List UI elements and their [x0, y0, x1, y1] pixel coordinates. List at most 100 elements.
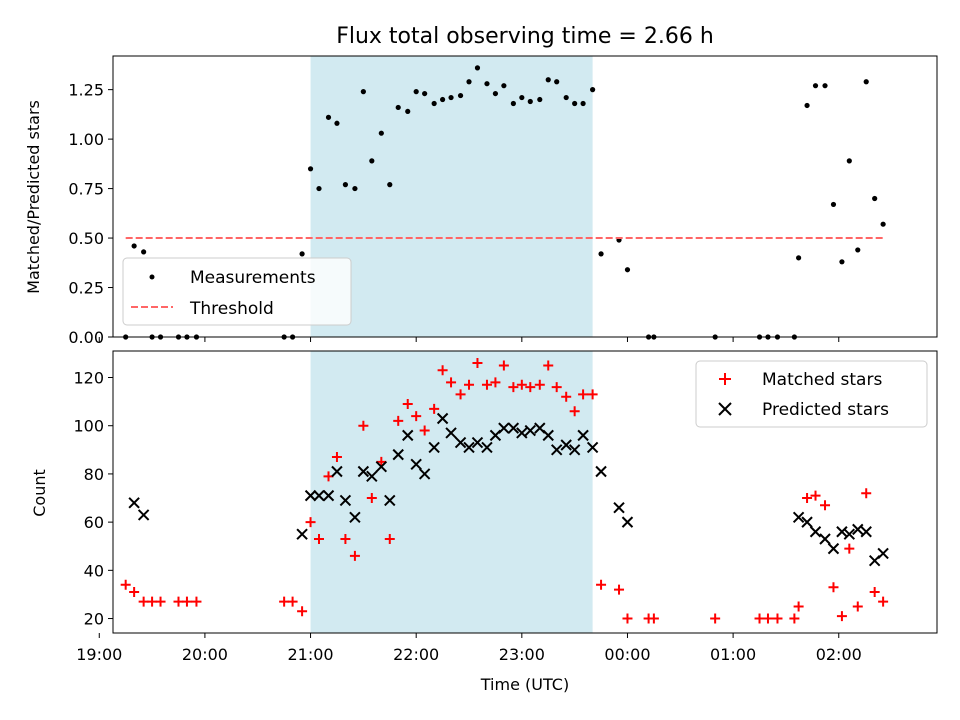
top-y-axis-label: Matched/Predicted stars: [24, 100, 43, 294]
matched-star-point: [331, 452, 342, 463]
matched-star-point: [366, 493, 377, 504]
predicted-star-point: [445, 427, 457, 439]
matched-star-point: [516, 379, 527, 390]
matched-star-point: [772, 613, 783, 624]
predicted-star-point: [621, 516, 634, 528]
predicted-star-point: [827, 542, 840, 555]
matched-star-point: [419, 425, 430, 436]
measurement-point: [624, 267, 631, 273]
matched-star-point: [543, 360, 554, 371]
measurement-point: [510, 100, 516, 107]
matched-star-point: [147, 596, 158, 607]
predicted-star-point: [410, 458, 422, 470]
measurement-point: [863, 79, 869, 85]
measurement-point: [466, 79, 472, 85]
top-axes-frame: [112, 55, 938, 338]
matched-star-point: [793, 601, 804, 612]
measurement-point: [422, 90, 428, 97]
bottom-y-tick-label: 20: [84, 610, 104, 629]
matched-star-point: [836, 611, 847, 622]
predicted-star-point: [577, 429, 589, 442]
predicted-star-point: [357, 465, 370, 478]
measurement-point: [501, 83, 507, 89]
predicted-star-point: [877, 547, 889, 560]
predicted-star-point: [322, 489, 335, 502]
legend-matched-marker: [719, 373, 731, 385]
matched-star-point: [551, 382, 562, 393]
bottom-x-tick-label: 23:00: [499, 645, 545, 664]
matched-star-point: [429, 403, 440, 414]
measurement-point: [545, 77, 551, 83]
legend-measurements-label: Measurements: [190, 268, 316, 288]
top-y-tick-label: 1.25: [68, 81, 104, 100]
predicted-star-point: [595, 465, 607, 478]
measurement-point: [590, 87, 596, 93]
predicted-star-point: [296, 528, 308, 540]
matched-star-point: [534, 379, 545, 390]
predicted-star-point: [542, 429, 554, 442]
matched-star-point: [810, 490, 821, 501]
predicted-star-point: [568, 444, 581, 456]
measurement-point: [307, 166, 314, 172]
matched-star-point: [455, 389, 466, 400]
measurement-point: [822, 83, 828, 89]
predicted-star-point: [463, 441, 475, 454]
predicted-star-point: [128, 497, 140, 509]
matched-star-point: [384, 534, 395, 544]
matched-star-point: [181, 596, 192, 607]
matched-star-point: [648, 613, 659, 624]
matched-star-point: [614, 584, 625, 595]
matched-star-point: [622, 613, 633, 624]
predicted-star-point: [860, 526, 872, 538]
legend-measurements-marker: [149, 274, 155, 280]
matched-star-point: [173, 596, 184, 607]
chart-title: Flux total observing time = 2.66 h: [336, 24, 714, 49]
measurement-point: [413, 89, 419, 95]
predicted-star-point: [550, 444, 563, 456]
matched-star-point: [358, 420, 369, 431]
matched-star-point: [437, 365, 448, 376]
predicted-star-point: [349, 511, 361, 524]
predicted-star-point: [313, 489, 325, 502]
predicted-star-point: [792, 511, 805, 524]
predicted-star-point: [384, 494, 396, 507]
predicted-star-point: [418, 468, 431, 480]
predicted-star-point: [801, 516, 813, 528]
matched-star-point: [155, 596, 166, 607]
predicted-star-point: [809, 526, 822, 538]
matched-star-point: [314, 534, 324, 544]
measurement-point: [804, 102, 810, 109]
top-axis-ticks: 0.00 0.25 0.50 0.75 1.00 1.25: [68, 81, 840, 347]
top-legend: Measurements Threshold: [122, 257, 352, 326]
x-axis-label: Time (UTC): [480, 675, 569, 694]
measurement-point: [492, 90, 499, 97]
measurement-point: [141, 249, 147, 255]
matched-star-point: [498, 360, 509, 371]
predicted-star-point: [586, 441, 599, 454]
predicted-star-point: [402, 429, 414, 442]
legend-matched-label: Matched stars: [762, 370, 882, 390]
measurement-point: [457, 92, 464, 99]
measurement-point: [839, 259, 845, 265]
predicted-star-point: [339, 494, 352, 507]
matched-star-point: [802, 493, 813, 504]
matched-star-point: [587, 389, 598, 400]
measurement-point: [484, 81, 490, 87]
matched-star-point: [525, 382, 536, 393]
measurement-point: [405, 108, 411, 115]
matched-star-point: [508, 382, 519, 393]
legend-threshold-label: Threshold: [189, 299, 274, 319]
bottom-x-tick-label: 20:00: [182, 645, 228, 664]
matched-star-point: [402, 399, 413, 410]
predicted-star-point: [375, 460, 388, 473]
bottom-y-tick-label: 60: [84, 513, 104, 532]
measurement-point: [440, 96, 446, 103]
measurement-point: [360, 89, 366, 95]
matched-star-point: [446, 377, 457, 388]
bottom-y-tick-label: 120: [73, 369, 104, 388]
measurement-point: [880, 221, 886, 227]
matched-star-point: [287, 596, 298, 607]
bottom-legend: Matched stars Predicted stars: [695, 360, 928, 428]
predicted-star-point: [331, 465, 343, 478]
